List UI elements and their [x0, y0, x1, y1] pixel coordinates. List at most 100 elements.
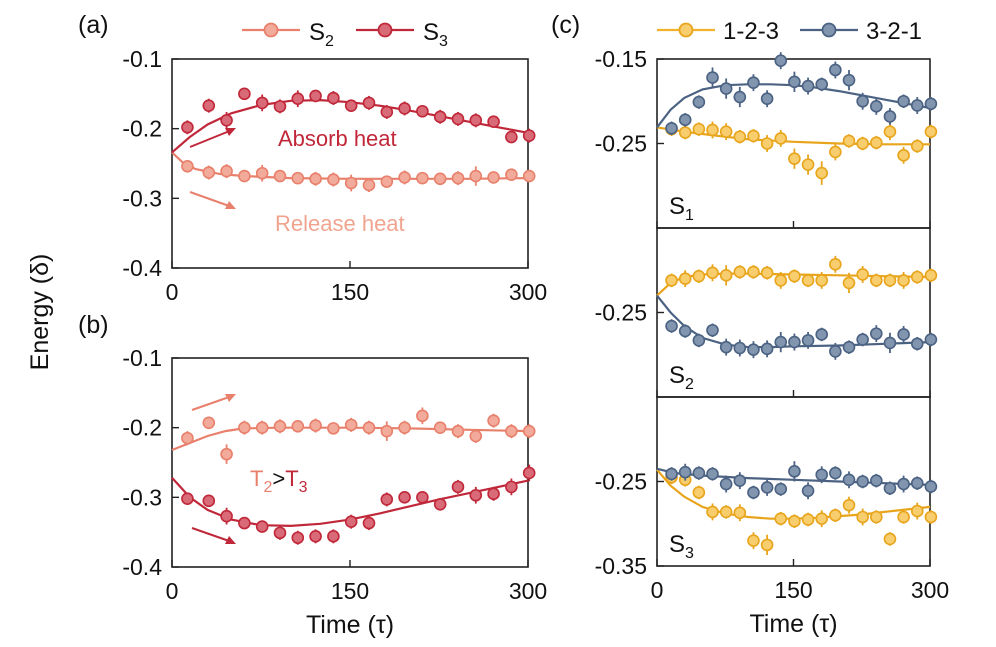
data-point: [706, 323, 719, 337]
data-point: [829, 258, 842, 271]
x-tick-label: 150: [774, 577, 812, 603]
legend-label-s3: S3: [423, 19, 448, 50]
data-point: [719, 505, 733, 519]
data-point: [910, 270, 924, 284]
data-point: [291, 92, 305, 106]
data-point: [505, 424, 518, 438]
data-point: [505, 480, 518, 494]
legend-left: S2 S3: [242, 19, 448, 50]
data-point: [760, 342, 774, 356]
axes-frame: [656, 227, 931, 398]
axes-frame: [171, 58, 529, 269]
data-point: [692, 466, 706, 480]
x-tick-label: 300: [509, 279, 547, 305]
data-point: [344, 99, 358, 112]
data-point: [181, 431, 194, 445]
data-point: [398, 491, 411, 504]
data-point: [220, 114, 233, 127]
data-point: [842, 498, 856, 512]
data-point: [883, 274, 897, 287]
y-tick-label: -0.25: [595, 300, 647, 326]
x-axis-label: Time (τ): [749, 610, 837, 638]
data-point: [924, 125, 938, 138]
data-point: [897, 477, 910, 491]
data-point: [924, 97, 938, 111]
data-point: [344, 515, 358, 529]
data-point: [706, 123, 719, 137]
data-point: [815, 328, 829, 341]
data-point: [733, 90, 747, 104]
data-point: [273, 419, 287, 433]
data-point: [202, 99, 216, 112]
data-point: [924, 510, 938, 524]
data-point: [469, 169, 483, 183]
data-point: [801, 513, 815, 526]
arrow-b-up: [191, 395, 233, 411]
data-point: [416, 409, 429, 423]
data-point: [760, 92, 774, 106]
data-point: [291, 531, 305, 545]
data-point: [678, 324, 692, 338]
data-point: [910, 337, 924, 351]
data-point: [433, 497, 447, 511]
data-point: [327, 173, 340, 186]
data-point: [380, 493, 394, 506]
x-axis-label: Time (τ): [306, 611, 394, 639]
legend-right: 1-2-3 3-2-1: [657, 18, 922, 45]
legend-marker-s3: [377, 22, 393, 38]
x-tick-label: 0: [166, 279, 179, 305]
plot-c-s2: -0.25 S2: [595, 227, 938, 398]
legend-label-123: 1-2-3: [723, 18, 779, 45]
data-point: [255, 520, 269, 533]
annotations-b: T2>T3: [191, 394, 308, 544]
data-point: [327, 530, 340, 543]
arrow-release-head: [225, 201, 236, 209]
data-point: [362, 421, 376, 434]
data-point: [451, 112, 465, 126]
data-point: [309, 530, 322, 543]
fit-line-S3: [171, 477, 529, 528]
data-point: [856, 137, 869, 150]
plot-b: -0.1 -0.2 -0.3 -0.40 150 300 Time (τ): [122, 345, 547, 639]
inner-label: S2: [669, 362, 694, 393]
y-tick-label: -0.2: [122, 116, 162, 142]
data-point: [291, 171, 305, 185]
y-tick-label: -0.1: [122, 345, 162, 371]
data-point: [273, 100, 287, 113]
data-point: [469, 114, 483, 127]
data-point: [733, 265, 747, 279]
data-point: [801, 484, 815, 498]
data-point: [291, 419, 305, 433]
data-point: [719, 477, 733, 491]
x-tick-label: 150: [331, 279, 369, 305]
data-point: [487, 115, 500, 128]
data-point: [678, 113, 692, 127]
data-point: [924, 333, 938, 346]
data-point: [181, 492, 194, 506]
x-tick-label: 300: [509, 578, 547, 604]
data-point: [842, 340, 856, 354]
data-point: [309, 419, 322, 432]
arrow-absorb: [189, 129, 233, 148]
data-point: [870, 274, 883, 287]
data-point: [788, 269, 801, 283]
annotation-absorb-heat: Absorb heat: [278, 126, 397, 151]
y-tick-label: -0.4: [122, 255, 162, 281]
data-point: [733, 130, 747, 144]
data-point: [774, 482, 788, 496]
data-point: [788, 152, 801, 166]
data-point: [719, 125, 733, 138]
data-point: [897, 94, 910, 108]
data-point: [774, 335, 788, 349]
data-point: [416, 104, 429, 118]
data-point: [788, 465, 801, 478]
data-point: [788, 335, 801, 349]
data-point: [719, 269, 733, 282]
panel-label-a: (a): [78, 11, 109, 39]
data-point: [801, 158, 815, 171]
legend-marker-s2: [263, 22, 279, 38]
data-point: [842, 276, 856, 290]
data-point: [856, 94, 869, 108]
data-point: [692, 122, 706, 136]
data-point: [870, 510, 883, 524]
